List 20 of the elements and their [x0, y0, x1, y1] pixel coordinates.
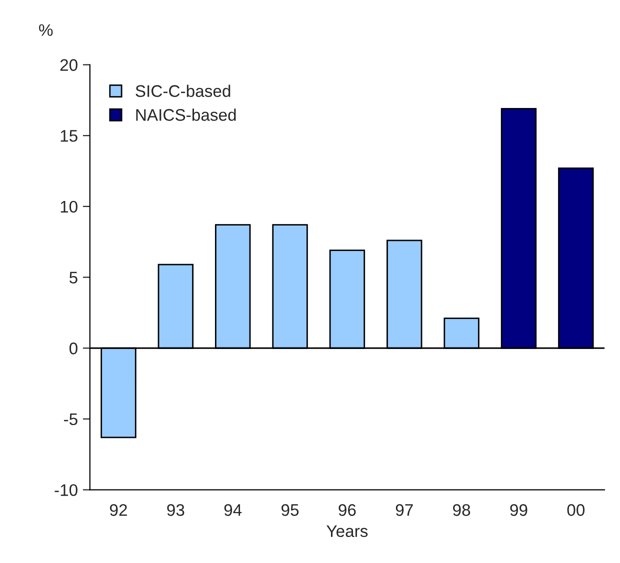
y-axis-title: %: [39, 24, 53, 36]
y-tick-label: 10: [60, 200, 78, 213]
y-tick-label: 15: [60, 130, 78, 142]
legend-label: NAICS-based: [136, 108, 236, 121]
y-tick-label: -5: [64, 414, 78, 426]
y-tick-label: 20: [60, 59, 78, 71]
x-tick-label: 98: [453, 504, 470, 516]
x-tick-label: 96: [338, 504, 356, 516]
x-tick-label: 00: [567, 504, 585, 516]
x-tick-label: 93: [167, 504, 184, 516]
x-tick-label: 94: [224, 504, 242, 516]
legend-label: SIC-C-based: [136, 84, 230, 97]
x-axis-title: Years: [326, 525, 368, 538]
y-tick-label: 5: [69, 272, 78, 284]
y-tick-label: 0: [69, 342, 78, 354]
y-tick-label: -10: [54, 484, 78, 496]
x-tick-label: 97: [396, 504, 413, 516]
x-tick-label: 92: [110, 504, 127, 516]
x-tick-label: 95: [282, 504, 299, 516]
x-tick-label: 99: [510, 504, 528, 516]
